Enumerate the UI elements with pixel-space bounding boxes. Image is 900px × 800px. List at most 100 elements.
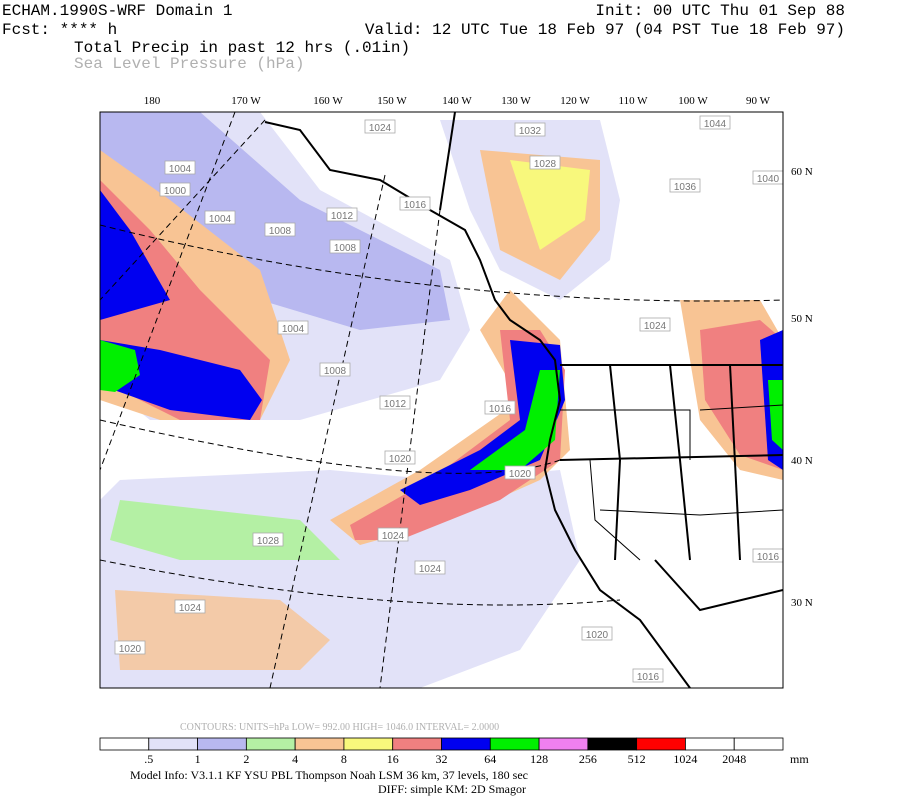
longitude-labels: 180 170 W 160 W 150 W 140 W 130 W 120 W 110 W 10… bbox=[144, 95, 771, 107]
colorbar-swatch bbox=[197, 737, 247, 751]
isobar-label-box bbox=[639, 317, 671, 332]
isobar-label-box bbox=[752, 170, 783, 185]
longitude-label: 160 W bbox=[313, 95, 343, 107]
latitude-labels: 60 N 50 N 40 N 30 N bbox=[791, 166, 813, 609]
isobar-label-box bbox=[514, 122, 546, 137]
colorbar-label: 8 bbox=[341, 752, 347, 766]
colorbar-label: 2 bbox=[243, 752, 249, 766]
isobar-label: 1032 bbox=[519, 126, 542, 137]
borders bbox=[560, 404, 783, 561]
latitude-label: 60 N bbox=[791, 166, 813, 178]
isobar-label-box bbox=[114, 640, 146, 655]
colorbar-swatch bbox=[538, 737, 589, 751]
isobar-label: 1016 bbox=[637, 672, 660, 683]
longitude-label: 140 W bbox=[442, 95, 472, 107]
isobar-label-box bbox=[204, 210, 236, 225]
isobar-label: 1036 bbox=[674, 182, 697, 193]
colorbar-label: 2048 bbox=[722, 752, 746, 766]
longitude-label: 110 W bbox=[618, 95, 648, 107]
isobar-label-box bbox=[384, 450, 416, 465]
diff-info: DIFF: simple KM: 2D Smagor bbox=[378, 782, 526, 796]
longitude-label: 90 W bbox=[746, 95, 771, 107]
colorbar-swatch bbox=[587, 737, 638, 751]
title: ECHAM.1990S-WRF Domain 1 bbox=[2, 2, 232, 20]
isobar-label: 1016 bbox=[489, 404, 512, 415]
colorbar-swatch bbox=[392, 737, 442, 751]
longitude-label: 100 W bbox=[678, 95, 708, 107]
isobar-label-box bbox=[164, 160, 196, 175]
colorbar-label: 256 bbox=[579, 752, 597, 766]
isobar-label-box bbox=[264, 222, 296, 237]
isobar-label-box bbox=[752, 548, 783, 563]
isobar-label-box bbox=[252, 532, 284, 547]
model-info: Model Info: V3.1.1 KF YSU PBL Thompson N… bbox=[130, 768, 528, 782]
colorbar-label: 1 bbox=[195, 752, 201, 766]
colorbar: .5 1 2 4 8 16 32 64 128 256 512 1024 2048 mm bbox=[99, 737, 809, 766]
precip-fields bbox=[100, 112, 783, 688]
colorbar-swatch bbox=[636, 737, 686, 751]
colorbar-swatch bbox=[685, 737, 735, 751]
isobar-label: 1024 bbox=[419, 564, 442, 575]
forecast-hour: Fcst: **** h bbox=[2, 21, 117, 39]
isobar-label: 1000 bbox=[164, 186, 187, 197]
longitude-label: 150 W bbox=[377, 95, 407, 107]
isobar-label: 1016 bbox=[757, 552, 780, 563]
isobar-label-box bbox=[174, 599, 206, 614]
colorbar-swatch bbox=[733, 737, 784, 751]
isobar-label-box bbox=[329, 239, 361, 254]
isobar-label: 1012 bbox=[331, 211, 354, 222]
valid-time: Valid: 12 UTC Tue 18 Feb 97 (04 PST Tue … bbox=[365, 21, 845, 39]
isobar-label-box bbox=[504, 465, 536, 480]
colorbar-label: 4 bbox=[292, 752, 298, 766]
isobar-label: 1004 bbox=[282, 324, 305, 335]
colorbar-swatch bbox=[245, 737, 296, 751]
colorbar-label: 1024 bbox=[673, 752, 697, 766]
isobar-label: 1028 bbox=[534, 159, 557, 170]
isobar-label: 1020 bbox=[119, 644, 142, 655]
field-slp: Sea Level Pressure (hPa) bbox=[74, 55, 304, 73]
isobar-label-box bbox=[699, 115, 731, 130]
isobar-label: 1024 bbox=[369, 123, 392, 134]
latitude-label: 50 N bbox=[791, 313, 813, 325]
longitude-label: 170 W bbox=[231, 95, 261, 107]
colorbar-swatch bbox=[441, 737, 491, 751]
colorbar-swatch bbox=[489, 737, 540, 751]
isobar-label: 1024 bbox=[644, 321, 667, 332]
isobar-label: 1024 bbox=[179, 603, 202, 614]
isobar-label: 1016 bbox=[404, 200, 427, 211]
isobar-label-box bbox=[159, 182, 191, 197]
isobar-label: 1040 bbox=[757, 174, 780, 185]
isobar-label: 1008 bbox=[324, 366, 347, 377]
isobar-label-box bbox=[529, 155, 561, 170]
field-precip: Total Precip in past 12 hrs (.01in) bbox=[74, 39, 410, 57]
isobar-label: 1008 bbox=[334, 243, 357, 254]
isobar-label: 1004 bbox=[209, 214, 232, 225]
map: 1024 1032 1044 1004 1000 1004 1008 1012 1016 1028… bbox=[100, 112, 783, 688]
colorbar-label: .5 bbox=[144, 752, 153, 766]
coastlines bbox=[264, 112, 783, 688]
latitude-label: 30 N bbox=[791, 597, 813, 609]
map-frame bbox=[99, 111, 784, 689]
colorbar-label: 32 bbox=[436, 752, 448, 766]
isobar-label: 1004 bbox=[169, 164, 192, 175]
isobar-label: 1044 bbox=[704, 119, 727, 130]
isobar-labels: 1024 1032 1044 1004 1000 1004 1008 1012 1016 1028… bbox=[114, 115, 783, 683]
longitude-label: 130 W bbox=[501, 95, 531, 107]
isobar-label: 1008 bbox=[269, 226, 292, 237]
isobar-label-box bbox=[669, 178, 701, 193]
colorbar-label: 512 bbox=[628, 752, 646, 766]
isobar-label-box bbox=[632, 668, 664, 683]
isobar-label-box bbox=[399, 196, 431, 211]
isobar-label-box bbox=[326, 207, 358, 222]
colorbar-swatch bbox=[343, 737, 394, 751]
isobar-label-box bbox=[414, 560, 446, 575]
isobar-label-box bbox=[319, 362, 351, 377]
isobar-label: 1020 bbox=[389, 454, 412, 465]
isobar-label: 1012 bbox=[384, 399, 407, 410]
init-time: Init: 00 UTC Thu 01 Sep 88 bbox=[595, 2, 845, 20]
colorbar-swatch bbox=[294, 737, 345, 751]
isobar-label: 1020 bbox=[509, 469, 532, 480]
colorbar-label: 128 bbox=[530, 752, 548, 766]
colorbar-label: 16 bbox=[387, 752, 399, 766]
